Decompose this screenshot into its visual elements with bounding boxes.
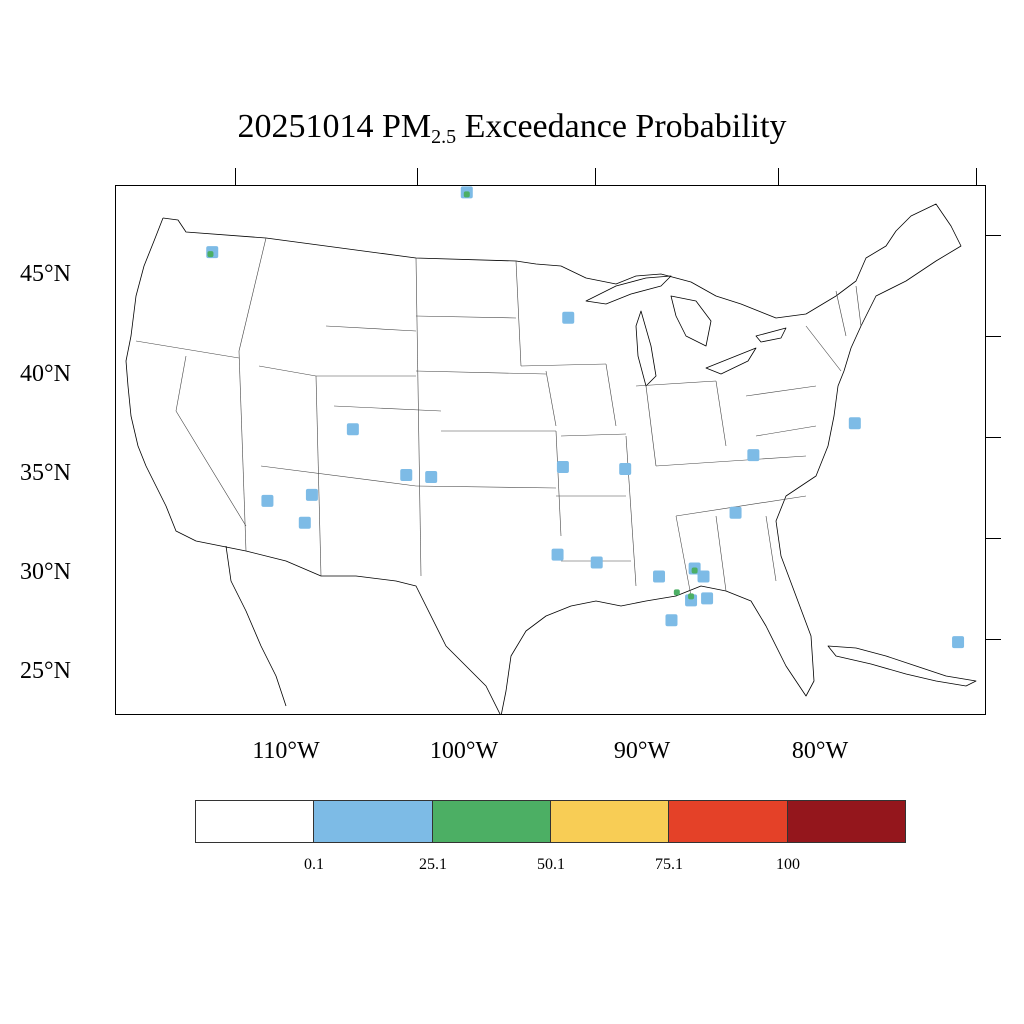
right-tick xyxy=(986,437,1001,438)
color-legend xyxy=(195,800,906,843)
probability-patch xyxy=(848,417,861,430)
probability-patch xyxy=(346,423,359,436)
probability-patch xyxy=(207,251,214,258)
probability-patch xyxy=(747,449,760,462)
lon-label: 80°W xyxy=(791,738,849,764)
probability-patch xyxy=(298,516,311,529)
lat-label: 45°N xyxy=(20,261,71,287)
lat-label: 35°N xyxy=(20,460,71,486)
right-tick xyxy=(986,235,1001,236)
cuba xyxy=(827,645,977,687)
legend-swatch xyxy=(196,801,315,842)
legend-swatch xyxy=(550,801,670,842)
legend-swatch xyxy=(314,801,433,842)
legend-label: 0.1 xyxy=(304,856,324,873)
top-tick xyxy=(417,168,418,185)
probability-areas xyxy=(206,186,965,649)
top-tick xyxy=(976,168,977,185)
us-border xyxy=(162,203,962,714)
legend-swatch xyxy=(787,801,905,842)
lat-label: 25°N xyxy=(20,658,71,684)
legend-swatch xyxy=(432,801,551,842)
legend-swatch xyxy=(669,801,788,842)
lon-label: 100°W xyxy=(429,738,499,764)
lake-erie xyxy=(705,347,757,375)
coastline-outline xyxy=(125,203,977,714)
legend-label: 75.1 xyxy=(655,856,683,873)
right-tick xyxy=(986,538,1001,539)
probability-patch xyxy=(551,548,564,561)
baja-coast xyxy=(225,545,287,707)
probability-patch xyxy=(697,570,710,583)
probability-patch xyxy=(653,570,666,583)
probability-patch xyxy=(665,614,678,627)
probability-patch xyxy=(952,636,965,649)
legend-label: 50.1 xyxy=(537,856,565,873)
us-map xyxy=(125,186,977,714)
top-tick xyxy=(235,168,236,185)
probability-patch xyxy=(556,461,569,474)
probability-patch xyxy=(400,468,413,481)
probability-patch xyxy=(691,567,698,574)
probability-patch xyxy=(590,556,603,569)
map-panel xyxy=(115,185,986,715)
lat-label: 30°N xyxy=(20,559,71,585)
top-tick xyxy=(778,168,779,185)
map-title: 20251014 PM2.5 Exceedance Probability xyxy=(237,108,787,148)
legend-label: 100 xyxy=(776,856,800,873)
right-tick xyxy=(986,639,1001,640)
probability-patch xyxy=(701,592,714,605)
state-borders xyxy=(135,237,862,597)
lake-michigan xyxy=(635,310,657,387)
probability-patch xyxy=(261,494,274,507)
lake-ontario xyxy=(755,327,787,343)
lon-label: 90°W xyxy=(613,738,671,764)
probability-patch xyxy=(619,463,632,476)
lake-superior xyxy=(585,275,672,305)
probability-patch xyxy=(305,488,318,501)
probability-patch xyxy=(688,593,695,600)
probability-patch xyxy=(729,506,742,519)
probability-patch xyxy=(673,589,680,596)
lake-huron xyxy=(670,295,712,347)
us-border-west xyxy=(125,217,501,714)
probability-patch xyxy=(425,470,438,483)
right-tick xyxy=(986,336,1001,337)
lon-label: 110°W xyxy=(252,738,320,764)
probability-patch xyxy=(562,311,575,324)
top-tick xyxy=(595,168,596,185)
lat-label: 40°N xyxy=(20,361,71,387)
legend-label: 25.1 xyxy=(419,856,447,873)
probability-patch xyxy=(463,191,470,198)
